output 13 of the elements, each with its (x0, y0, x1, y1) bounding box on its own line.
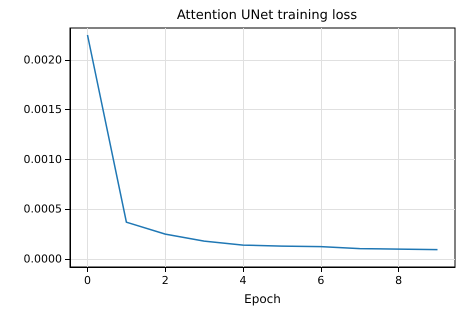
y-tick-label: 0.0020 (24, 53, 62, 66)
y-tick-label: 0.0000 (24, 252, 62, 266)
x-axis-title: Epoch (244, 292, 281, 306)
x-tick-label: 2 (162, 274, 169, 287)
line-series (86, 34, 438, 250)
x-tick-label: 4 (240, 274, 247, 287)
x-tick-label: 8 (395, 274, 402, 287)
y-tick-label: 0.0010 (24, 152, 62, 166)
x-tick-label: 0 (84, 274, 91, 287)
y-tick-label: 0.0005 (24, 202, 62, 216)
chart-title: Attention UNet training loss (176, 8, 358, 23)
y-tick-label: 0.0015 (24, 103, 62, 116)
x-tick-label: 6 (317, 274, 324, 287)
